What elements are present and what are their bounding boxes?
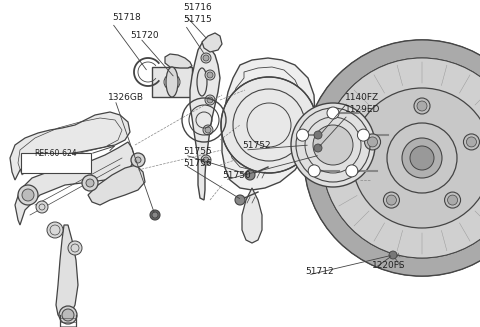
- Text: 1220FS: 1220FS: [372, 261, 406, 269]
- Circle shape: [245, 170, 255, 180]
- Polygon shape: [56, 225, 78, 320]
- Text: 51752: 51752: [242, 141, 271, 149]
- Circle shape: [414, 98, 430, 114]
- Circle shape: [386, 195, 396, 205]
- Circle shape: [68, 241, 82, 255]
- Polygon shape: [15, 142, 135, 225]
- Circle shape: [304, 40, 480, 276]
- Circle shape: [410, 146, 434, 170]
- Circle shape: [464, 134, 480, 150]
- Polygon shape: [152, 67, 192, 97]
- Polygon shape: [88, 165, 145, 205]
- Circle shape: [417, 101, 427, 111]
- Circle shape: [22, 189, 34, 201]
- Circle shape: [203, 125, 213, 135]
- Polygon shape: [202, 33, 222, 52]
- Text: 1326GB: 1326GB: [108, 93, 144, 101]
- Circle shape: [364, 134, 381, 150]
- Circle shape: [59, 306, 77, 324]
- Circle shape: [352, 88, 480, 228]
- Circle shape: [314, 131, 322, 139]
- Circle shape: [135, 157, 141, 163]
- Circle shape: [327, 107, 339, 119]
- Circle shape: [313, 125, 353, 165]
- Circle shape: [221, 77, 317, 173]
- Circle shape: [201, 155, 211, 165]
- Circle shape: [205, 127, 211, 133]
- FancyBboxPatch shape: [21, 153, 91, 173]
- Circle shape: [18, 185, 38, 205]
- Wedge shape: [304, 40, 480, 276]
- Circle shape: [314, 144, 322, 152]
- Circle shape: [322, 58, 480, 258]
- Ellipse shape: [166, 67, 178, 97]
- Circle shape: [444, 192, 461, 208]
- Text: 1129ED: 1129ED: [345, 106, 380, 114]
- Text: 51716: 51716: [183, 4, 212, 12]
- Circle shape: [82, 175, 98, 191]
- Text: 1140FZ: 1140FZ: [345, 94, 379, 102]
- Circle shape: [86, 179, 94, 187]
- Text: 51750: 51750: [222, 170, 251, 180]
- Polygon shape: [10, 112, 130, 180]
- Circle shape: [467, 137, 477, 147]
- Text: 51756: 51756: [183, 159, 212, 167]
- Circle shape: [358, 129, 370, 141]
- Text: 51720: 51720: [130, 30, 158, 40]
- Circle shape: [47, 222, 63, 238]
- Circle shape: [389, 251, 397, 259]
- Circle shape: [203, 55, 209, 61]
- Circle shape: [402, 138, 442, 178]
- Circle shape: [152, 212, 158, 218]
- Ellipse shape: [197, 68, 207, 96]
- Circle shape: [297, 129, 309, 141]
- Text: REF.60-624: REF.60-624: [35, 149, 77, 159]
- Circle shape: [447, 195, 457, 205]
- Circle shape: [291, 103, 375, 187]
- Circle shape: [205, 70, 215, 80]
- Circle shape: [150, 210, 160, 220]
- Circle shape: [235, 195, 245, 205]
- Polygon shape: [165, 54, 192, 68]
- Circle shape: [205, 95, 215, 105]
- Polygon shape: [222, 58, 315, 190]
- Circle shape: [207, 72, 213, 78]
- Circle shape: [203, 157, 209, 163]
- Text: 51755: 51755: [183, 147, 212, 157]
- Circle shape: [308, 165, 320, 177]
- Circle shape: [201, 53, 211, 63]
- Text: 51712: 51712: [305, 267, 334, 277]
- Circle shape: [131, 153, 145, 167]
- Circle shape: [207, 97, 213, 103]
- Text: 51715: 51715: [183, 15, 212, 25]
- Circle shape: [346, 165, 358, 177]
- Circle shape: [368, 137, 378, 147]
- Circle shape: [36, 201, 48, 213]
- Circle shape: [62, 309, 74, 321]
- Circle shape: [168, 78, 176, 86]
- Polygon shape: [242, 188, 262, 243]
- Circle shape: [384, 192, 399, 208]
- Text: 51718: 51718: [112, 13, 141, 23]
- Polygon shape: [190, 42, 220, 200]
